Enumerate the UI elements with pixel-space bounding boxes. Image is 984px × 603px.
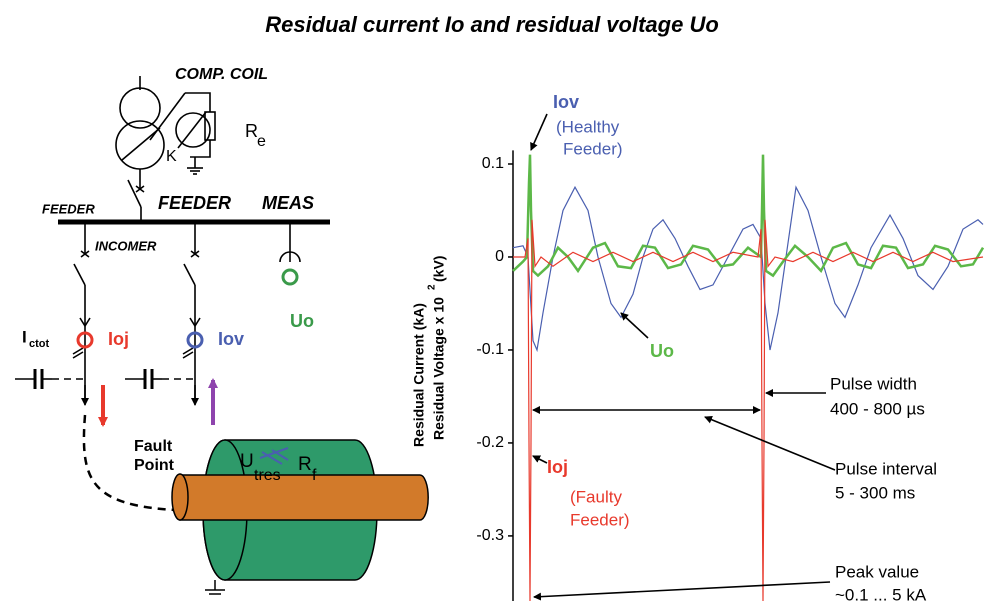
y-tick-label: -0.2 bbox=[476, 434, 504, 451]
y-tick-label: 0.1 bbox=[482, 155, 504, 172]
title: Residual current Io and residual voltage… bbox=[265, 12, 719, 37]
y-tick-label: -0.3 bbox=[476, 527, 504, 544]
annotation: Peak value bbox=[835, 562, 919, 581]
y-tick-label: 0 bbox=[495, 248, 504, 265]
label: MEAS bbox=[262, 193, 314, 213]
label: Ioj bbox=[108, 329, 129, 349]
label: INCOMER bbox=[95, 238, 157, 253]
series-line bbox=[512, 154, 984, 278]
y-axis-label: 2 bbox=[427, 284, 438, 290]
label: K bbox=[166, 148, 177, 165]
annotation: Feeder) bbox=[563, 139, 623, 158]
label: Uo bbox=[290, 311, 314, 331]
annotation: 5 - 300 ms bbox=[835, 483, 915, 502]
series-label: Iov bbox=[553, 92, 579, 112]
label: R bbox=[245, 121, 258, 141]
annotation: Pulse interval bbox=[835, 459, 937, 478]
y-axis-label: Residual Current (kA) bbox=[411, 303, 427, 447]
label: Point bbox=[134, 457, 175, 474]
series-line bbox=[513, 219, 984, 602]
label: FEEDER bbox=[42, 201, 95, 216]
series-line bbox=[512, 185, 984, 353]
annotation: (Healthy bbox=[556, 117, 620, 136]
series-label: Ioj bbox=[547, 457, 568, 477]
annotation: Pulse width bbox=[830, 374, 917, 393]
label: f bbox=[312, 467, 317, 484]
annotation-arrows bbox=[530, 113, 836, 601]
chart: 0.1 0 -0.1 -0.2 -0.3 bbox=[476, 150, 984, 602]
label: COMP. COIL bbox=[175, 66, 268, 83]
annotation: (Faulty bbox=[570, 487, 622, 506]
cable bbox=[171, 439, 429, 595]
annotation: Feeder) bbox=[570, 510, 630, 529]
label: U bbox=[240, 451, 254, 472]
annotation: ~0.1 ... 5 kA bbox=[835, 585, 927, 603]
label: Iov bbox=[218, 329, 244, 349]
y-axis-label: Residual Voltage x 10 bbox=[431, 297, 447, 440]
y-axis-label: (kV) bbox=[431, 256, 447, 282]
schematic bbox=[15, 76, 330, 512]
label: FEEDER bbox=[158, 193, 231, 213]
label: Fault bbox=[134, 438, 173, 455]
label: I bbox=[22, 327, 27, 346]
label: e bbox=[257, 133, 266, 150]
label: R bbox=[298, 454, 312, 475]
label: ctot bbox=[29, 338, 50, 350]
y-tick-label: -0.1 bbox=[476, 341, 504, 358]
series-label: Uo bbox=[650, 341, 674, 361]
label: tres bbox=[254, 467, 281, 484]
annotation: 400 - 800 µs bbox=[830, 399, 925, 418]
